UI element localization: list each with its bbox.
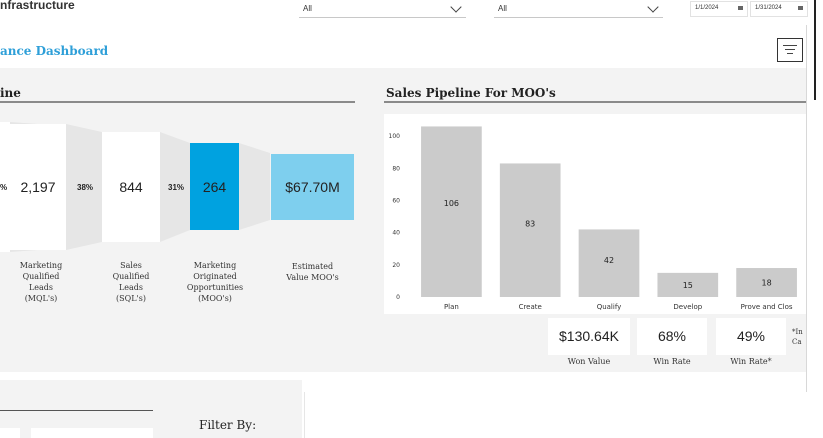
bar-prove-and-close[interactable]	[736, 268, 797, 297]
bar-data-label: 83	[525, 220, 535, 229]
kpi-win-rate: 68%	[657, 328, 687, 344]
kpi-won-value: $130.64K	[559, 328, 619, 344]
y-tick-label: 0	[396, 294, 400, 301]
y-tick-label: 60	[392, 197, 400, 204]
kpi-footnote: *In Ca	[792, 328, 803, 346]
x-category-label: Qualify	[597, 303, 622, 311]
funnel-connector-3	[239, 143, 270, 230]
date-start-value: 1/1/2024	[695, 5, 719, 11]
dashboard-title: ance Dashboard	[0, 44, 109, 58]
x-category-label: Develop	[673, 303, 702, 311]
divider	[806, 25, 807, 435]
scrollbar-edge	[814, 0, 816, 100]
bar-data-label: 18	[762, 279, 772, 288]
date-end-input[interactable]: 1/31/2024	[750, 1, 808, 17]
filter-select-1[interactable]: All	[299, 1, 466, 18]
funnel-label-sql: Sales Qualified Leads (SQL's)	[112, 261, 150, 303]
kpi-win-rate-star-label: Win Rate*	[730, 357, 772, 366]
x-category-label: Plan	[444, 303, 459, 311]
kpi-win-rate-star-card: 49%	[716, 318, 786, 355]
kpi-win-rate-star: 49%	[736, 328, 766, 344]
date-end-value: 1/31/2024	[755, 5, 782, 11]
kpi-win-rate-label: Win Rate	[653, 357, 691, 366]
pipeline-title-rule	[384, 101, 806, 103]
calendar-icon[interactable]	[798, 6, 803, 10]
x-category-label: Create	[519, 303, 542, 311]
pipeline-chart-svg: 0 20 40 60 80 100 106 Plan 83 Create 42 Qualify 15 De…	[389, 126, 797, 311]
pipeline-title: Sales Pipeline For MOO's	[386, 86, 556, 100]
conversion-pct-1: 38%	[77, 183, 94, 192]
bar-data-label: 15	[683, 281, 693, 290]
y-tick-label: 20	[392, 262, 400, 269]
funnel-label-mql: Marketing Qualified Leads (MQL's)	[19, 261, 63, 303]
bar-plan[interactable]	[421, 126, 482, 297]
app-title: nfrastructure	[0, 0, 75, 12]
funnel-title: ine	[0, 86, 21, 100]
conversion-pct-2: 31%	[168, 183, 185, 192]
bar-qualify[interactable]	[578, 229, 640, 297]
y-tick-label: 100	[389, 133, 401, 140]
filter-select-1-value: All	[303, 4, 312, 13]
bottom-rule	[0, 410, 153, 411]
filter-select-2-value: All	[498, 4, 507, 13]
kpi-won-value-card: $130.64K	[548, 318, 630, 355]
funnel-stage-sql	[102, 132, 160, 242]
funnel-connector-2	[160, 132, 190, 242]
funnel-label-estimated: Estimated Value MOO's	[286, 262, 339, 282]
funnel-value-moo: 264	[202, 179, 227, 195]
conversion-pct-0: %	[0, 183, 8, 192]
funnel-title-rule	[0, 101, 355, 103]
kpi-won-value-label: Won Value	[567, 357, 611, 366]
bottom-right-panel	[304, 392, 807, 438]
funnel-stage-mql	[10, 124, 66, 250]
funnel-segment-0	[0, 122, 10, 252]
bottom-box-1	[0, 428, 20, 438]
chevron-down-icon	[647, 1, 659, 13]
filter-button[interactable]	[777, 38, 803, 62]
bar-develop[interactable]	[657, 272, 719, 297]
funnel-value-mql: 2,197	[20, 179, 56, 195]
x-category-label: Prove and Clos	[741, 303, 793, 311]
y-tick-label: 40	[392, 230, 400, 237]
date-start-input[interactable]: 1/1/2024	[690, 1, 748, 17]
pipeline-chart: 0 20 40 60 80 100 106 Plan 83 Create 42 Qualify 15 De…	[384, 114, 806, 314]
chevron-down-icon	[450, 1, 462, 13]
funnel-label-moo: Marketing Originated Opportunities (MOO's)	[186, 261, 244, 303]
funnel-stage-value	[271, 154, 354, 220]
bar-data-label: 42	[604, 256, 614, 265]
bottom-box-2	[31, 428, 153, 438]
bar-data-label: 106	[444, 199, 459, 208]
y-tick-label: 80	[392, 165, 400, 172]
funnel-value-sql: 844	[119, 179, 143, 195]
filter-select-2[interactable]: All	[494, 1, 663, 18]
calendar-icon[interactable]	[738, 6, 743, 10]
kpi-win-rate-card: 68%	[637, 318, 707, 355]
funnel-stage-moo	[190, 143, 239, 230]
bar-create[interactable]	[499, 163, 561, 297]
funnel-connector-1	[66, 124, 102, 250]
filter-by-label: Filter By:	[199, 418, 257, 432]
funnel-value-estimated: $67.70M	[285, 179, 340, 195]
